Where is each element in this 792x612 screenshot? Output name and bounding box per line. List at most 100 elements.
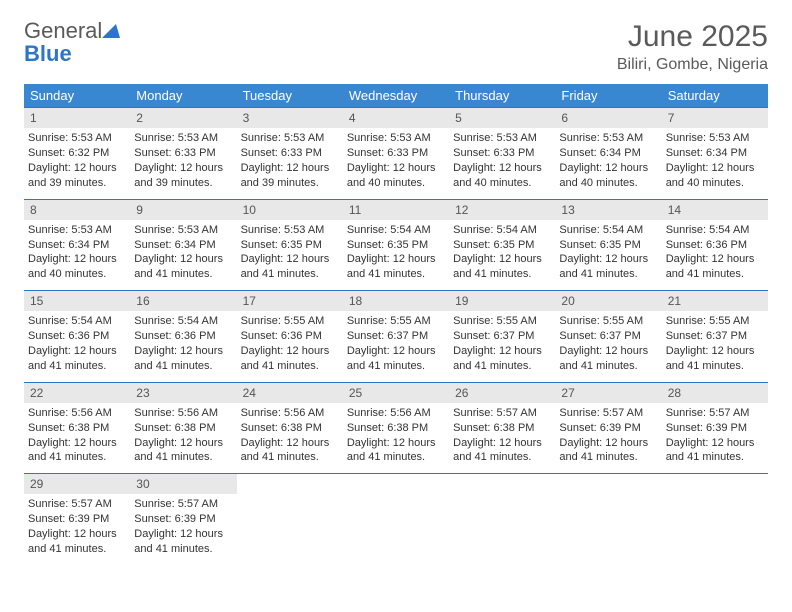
sunset-text: Sunset: 6:33 PM: [453, 146, 551, 161]
daylight-text-2: and 39 minutes.: [28, 176, 126, 191]
day-number: 1: [24, 108, 130, 128]
day-body: Sunrise: 5:56 AMSunset: 6:38 PMDaylight:…: [237, 403, 343, 473]
daylight-text-1: Daylight: 12 hours: [134, 252, 232, 267]
calendar-day-cell: 18Sunrise: 5:55 AMSunset: 6:37 PMDayligh…: [343, 291, 449, 383]
daylight-text-2: and 41 minutes.: [241, 267, 339, 282]
calendar-day-cell: 5Sunrise: 5:53 AMSunset: 6:33 PMDaylight…: [449, 108, 555, 200]
daylight-text-1: Daylight: 12 hours: [453, 344, 551, 359]
day-header: Friday: [555, 84, 661, 108]
day-number: 16: [130, 291, 236, 311]
day-body: Sunrise: 5:53 AMSunset: 6:33 PMDaylight:…: [449, 128, 555, 198]
day-body: Sunrise: 5:55 AMSunset: 6:37 PMDaylight:…: [662, 311, 768, 381]
daylight-text-1: Daylight: 12 hours: [559, 436, 657, 451]
sunset-text: Sunset: 6:34 PM: [28, 238, 126, 253]
day-header: Monday: [130, 84, 236, 108]
daylight-text-1: Daylight: 12 hours: [134, 161, 232, 176]
sunrise-text: Sunrise: 5:54 AM: [559, 223, 657, 238]
daylight-text-2: and 41 minutes.: [453, 359, 551, 374]
daylight-text-1: Daylight: 12 hours: [28, 344, 126, 359]
daylight-text-2: and 41 minutes.: [28, 542, 126, 557]
calendar-day-cell: ..: [343, 474, 449, 565]
day-number: 13: [555, 200, 661, 220]
sunset-text: Sunset: 6:35 PM: [453, 238, 551, 253]
calendar-day-cell: 22Sunrise: 5:56 AMSunset: 6:38 PMDayligh…: [24, 382, 130, 474]
day-body: Sunrise: 5:57 AMSunset: 6:39 PMDaylight:…: [130, 494, 236, 564]
day-number: 29: [24, 474, 130, 494]
daylight-text-2: and 41 minutes.: [666, 450, 764, 465]
sunset-text: Sunset: 6:36 PM: [28, 329, 126, 344]
sunrise-text: Sunrise: 5:55 AM: [666, 314, 764, 329]
daylight-text-2: and 39 minutes.: [241, 176, 339, 191]
day-body: Sunrise: 5:53 AMSunset: 6:35 PMDaylight:…: [237, 220, 343, 290]
daylight-text-2: and 41 minutes.: [559, 450, 657, 465]
sunrise-text: Sunrise: 5:53 AM: [134, 223, 232, 238]
sunrise-text: Sunrise: 5:53 AM: [559, 131, 657, 146]
daylight-text-2: and 39 minutes.: [134, 176, 232, 191]
sunrise-text: Sunrise: 5:56 AM: [241, 406, 339, 421]
calendar-day-cell: 23Sunrise: 5:56 AMSunset: 6:38 PMDayligh…: [130, 382, 236, 474]
calendar-day-cell: ..: [449, 474, 555, 565]
calendar-day-cell: 29Sunrise: 5:57 AMSunset: 6:39 PMDayligh…: [24, 474, 130, 565]
daylight-text-2: and 41 minutes.: [241, 359, 339, 374]
daylight-text-1: Daylight: 12 hours: [28, 252, 126, 267]
sunrise-text: Sunrise: 5:53 AM: [28, 131, 126, 146]
calendar-day-cell: 27Sunrise: 5:57 AMSunset: 6:39 PMDayligh…: [555, 382, 661, 474]
day-number: 2: [130, 108, 236, 128]
daylight-text-2: and 41 minutes.: [559, 267, 657, 282]
daylight-text-2: and 41 minutes.: [134, 267, 232, 282]
day-body: Sunrise: 5:53 AMSunset: 6:33 PMDaylight:…: [343, 128, 449, 198]
sunrise-text: Sunrise: 5:56 AM: [134, 406, 232, 421]
calendar-day-cell: 7Sunrise: 5:53 AMSunset: 6:34 PMDaylight…: [662, 108, 768, 200]
calendar-day-cell: 25Sunrise: 5:56 AMSunset: 6:38 PMDayligh…: [343, 382, 449, 474]
day-number: 25: [343, 383, 449, 403]
daylight-text-1: Daylight: 12 hours: [347, 252, 445, 267]
calendar-day-cell: 3Sunrise: 5:53 AMSunset: 6:33 PMDaylight…: [237, 108, 343, 200]
calendar-day-cell: 9Sunrise: 5:53 AMSunset: 6:34 PMDaylight…: [130, 199, 236, 291]
sunset-text: Sunset: 6:37 PM: [559, 329, 657, 344]
daylight-text-2: and 41 minutes.: [28, 450, 126, 465]
sunrise-text: Sunrise: 5:56 AM: [347, 406, 445, 421]
daylight-text-1: Daylight: 12 hours: [347, 344, 445, 359]
calendar-week-row: 15Sunrise: 5:54 AMSunset: 6:36 PMDayligh…: [24, 291, 768, 383]
page-header: General Blue June 2025 Biliri, Gombe, Ni…: [24, 20, 768, 74]
sunrise-text: Sunrise: 5:54 AM: [134, 314, 232, 329]
daylight-text-1: Daylight: 12 hours: [666, 344, 764, 359]
sunset-text: Sunset: 6:33 PM: [241, 146, 339, 161]
calendar-day-cell: 2Sunrise: 5:53 AMSunset: 6:33 PMDaylight…: [130, 108, 236, 200]
calendar-day-cell: 16Sunrise: 5:54 AMSunset: 6:36 PMDayligh…: [130, 291, 236, 383]
logo-text-blue: Blue: [24, 41, 72, 66]
day-number: 28: [662, 383, 768, 403]
daylight-text-2: and 40 minutes.: [559, 176, 657, 191]
sunrise-text: Sunrise: 5:57 AM: [28, 497, 126, 512]
day-number: 19: [449, 291, 555, 311]
day-number: 12: [449, 200, 555, 220]
day-body: Sunrise: 5:57 AMSunset: 6:39 PMDaylight:…: [555, 403, 661, 473]
daylight-text-2: and 41 minutes.: [666, 359, 764, 374]
daylight-text-1: Daylight: 12 hours: [347, 161, 445, 176]
day-body: Sunrise: 5:54 AMSunset: 6:35 PMDaylight:…: [449, 220, 555, 290]
day-number: 21: [662, 291, 768, 311]
daylight-text-1: Daylight: 12 hours: [453, 436, 551, 451]
calendar-day-cell: 28Sunrise: 5:57 AMSunset: 6:39 PMDayligh…: [662, 382, 768, 474]
daylight-text-1: Daylight: 12 hours: [559, 344, 657, 359]
daylight-text-1: Daylight: 12 hours: [666, 436, 764, 451]
sunset-text: Sunset: 6:36 PM: [134, 329, 232, 344]
day-number: 5: [449, 108, 555, 128]
calendar-week-row: 8Sunrise: 5:53 AMSunset: 6:34 PMDaylight…: [24, 199, 768, 291]
logo-text-gray: General: [24, 18, 102, 43]
daylight-text-1: Daylight: 12 hours: [453, 161, 551, 176]
location-text: Biliri, Gombe, Nigeria: [617, 56, 768, 74]
day-number: 26: [449, 383, 555, 403]
logo: General Blue: [24, 20, 120, 66]
sunset-text: Sunset: 6:39 PM: [28, 512, 126, 527]
day-header: Wednesday: [343, 84, 449, 108]
sunset-text: Sunset: 6:38 PM: [453, 421, 551, 436]
calendar-body: 1Sunrise: 5:53 AMSunset: 6:32 PMDaylight…: [24, 108, 768, 565]
sunset-text: Sunset: 6:38 PM: [347, 421, 445, 436]
sunrise-text: Sunrise: 5:55 AM: [453, 314, 551, 329]
sunset-text: Sunset: 6:32 PM: [28, 146, 126, 161]
daylight-text-2: and 41 minutes.: [347, 267, 445, 282]
day-number: 18: [343, 291, 449, 311]
daylight-text-1: Daylight: 12 hours: [559, 161, 657, 176]
daylight-text-1: Daylight: 12 hours: [134, 527, 232, 542]
